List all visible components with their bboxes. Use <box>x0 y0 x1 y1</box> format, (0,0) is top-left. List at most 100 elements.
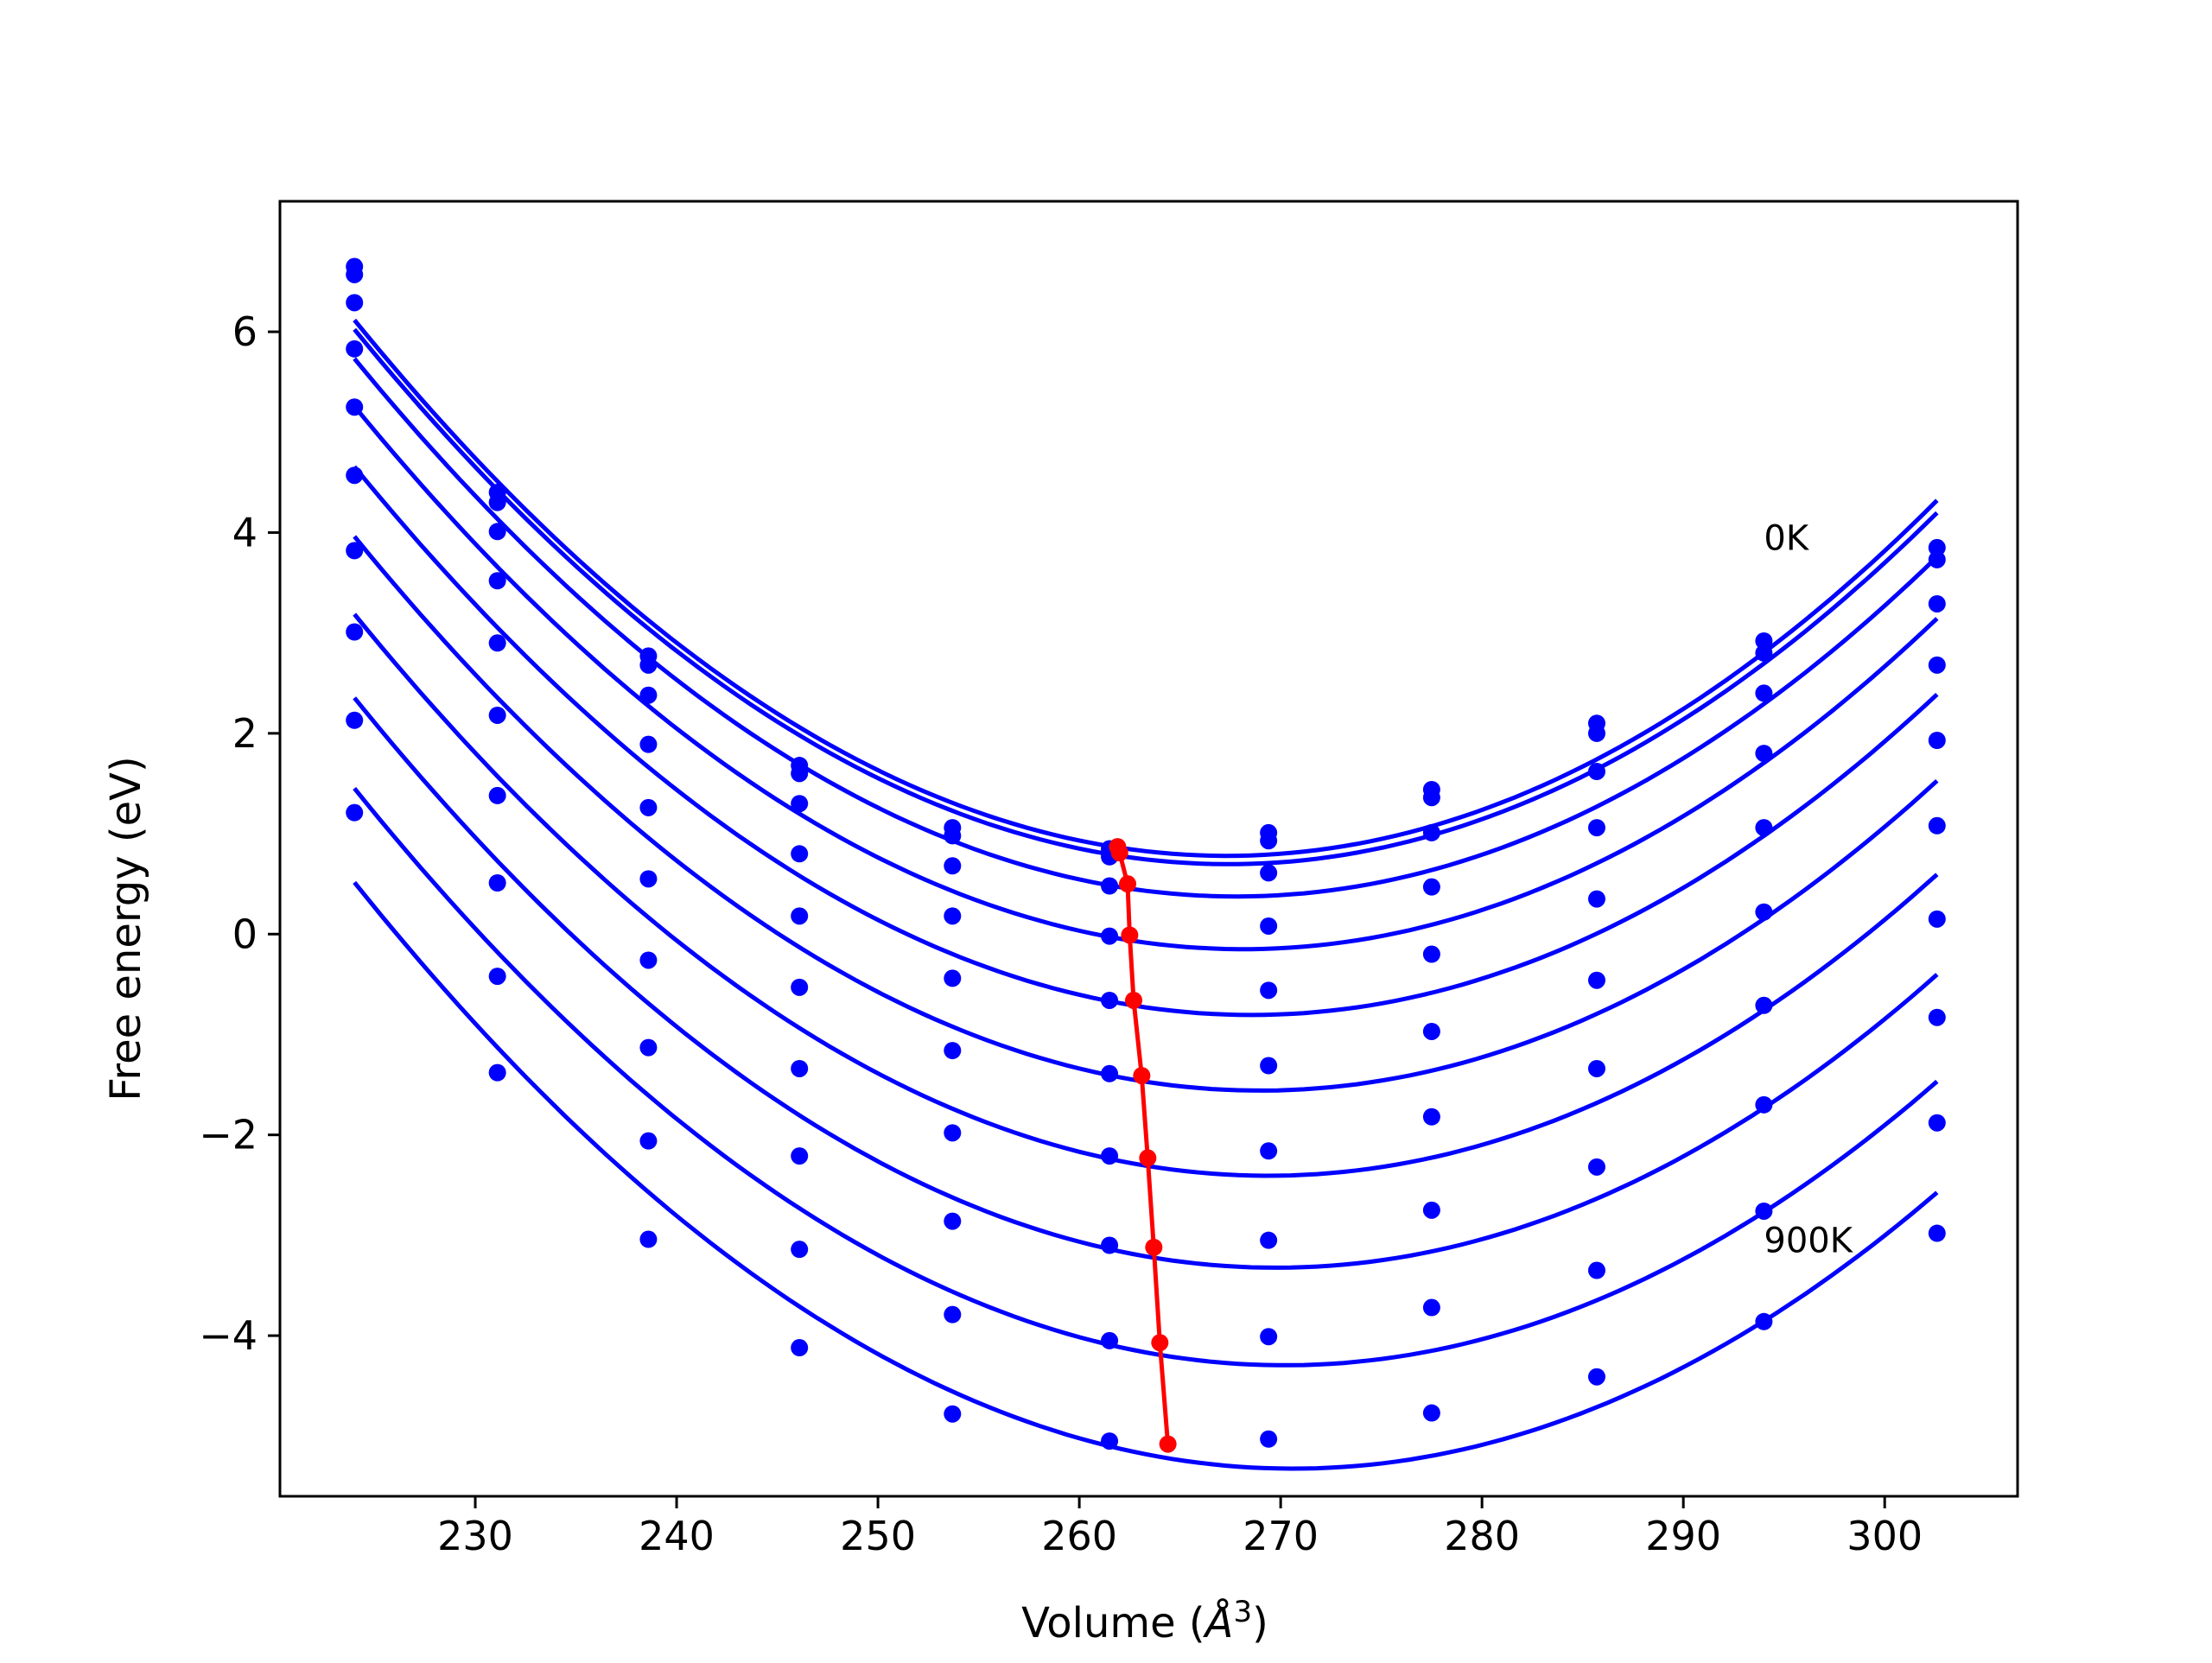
x-axis-label: Volume (Å3) <box>1021 1595 1268 1647</box>
data-point <box>791 907 809 925</box>
minimum-point <box>1121 926 1139 944</box>
data-point <box>1260 1430 1278 1448</box>
data-point <box>1755 1202 1773 1220</box>
minimum-point <box>1159 1435 1177 1453</box>
data-point <box>1260 832 1278 850</box>
data-point <box>639 1132 658 1150</box>
data-point <box>346 467 364 485</box>
data-point <box>1260 981 1278 1000</box>
data-point <box>639 735 658 753</box>
data-point <box>944 857 962 875</box>
data-point <box>944 1212 962 1230</box>
data-point <box>1587 1368 1605 1386</box>
data-point <box>346 803 364 822</box>
data-point <box>639 951 658 969</box>
data-point <box>1101 1331 1119 1349</box>
data-point <box>1587 971 1605 989</box>
data-point <box>639 656 658 674</box>
data-point <box>1422 1108 1440 1126</box>
data-point <box>944 1042 962 1060</box>
data-point <box>1755 1312 1773 1330</box>
data-point <box>1755 819 1773 837</box>
x-tick-label: 300 <box>1847 1513 1923 1559</box>
data-point <box>639 798 658 816</box>
data-point <box>346 398 364 416</box>
y-tick-label: 2 <box>232 710 257 757</box>
data-point <box>1422 1201 1440 1219</box>
data-point <box>488 874 506 892</box>
data-point <box>1587 1261 1605 1279</box>
data-point <box>1422 1404 1440 1422</box>
x-tick-label: 280 <box>1444 1513 1520 1559</box>
data-point <box>1260 1328 1278 1346</box>
data-point <box>1422 945 1440 963</box>
data-point <box>1260 1142 1278 1160</box>
data-point <box>791 795 809 813</box>
fit-curve-2 <box>353 327 1939 866</box>
minimum-point <box>1139 1149 1157 1167</box>
y-axis-ticks: −4 −2 0 2 4 6 <box>199 308 280 1359</box>
data-point <box>1928 732 1946 750</box>
data-point <box>1101 1432 1119 1450</box>
y-tick-label: 4 <box>232 509 257 555</box>
data-point <box>1422 1022 1440 1040</box>
data-point <box>791 765 809 783</box>
data-point <box>1928 594 1946 613</box>
minimum-point <box>1110 844 1128 862</box>
data-point <box>1755 903 1773 921</box>
data-point <box>1422 878 1440 896</box>
fit-curve-5 <box>353 465 1939 1018</box>
data-point <box>488 968 506 986</box>
minimum-point <box>1133 1067 1151 1085</box>
data-point <box>488 1063 506 1082</box>
data-point <box>488 706 506 724</box>
data-point <box>346 542 364 560</box>
data-point <box>944 907 962 925</box>
fit-curve-10 <box>353 880 1939 1471</box>
minimum-point <box>1151 1334 1169 1352</box>
data-point <box>1260 864 1278 882</box>
data-point <box>488 523 506 541</box>
y-tick-label: 6 <box>232 308 257 355</box>
minima-line <box>1116 846 1171 1444</box>
data-point <box>639 1038 658 1057</box>
data-point <box>346 265 364 283</box>
data-point <box>1101 991 1119 1009</box>
data-point <box>639 1230 658 1248</box>
plot-frame <box>278 200 2019 1498</box>
x-axis-ticks: 230 240 250 260 270 280 290 300 <box>437 1496 1923 1559</box>
data-point <box>791 1059 809 1077</box>
y-axis-label: Free energy (eV) <box>102 756 150 1101</box>
minimum-point <box>1119 875 1137 893</box>
data-point <box>1260 917 1278 935</box>
data-point <box>944 1305 962 1323</box>
data-point <box>1587 890 1605 908</box>
data-point <box>1928 550 1946 568</box>
data-point <box>1101 1147 1119 1165</box>
data-point <box>1422 1298 1440 1317</box>
data-point <box>1928 1114 1946 1132</box>
x-tick-label: 240 <box>639 1513 715 1559</box>
data-point <box>1755 632 1773 650</box>
data-point <box>639 686 658 704</box>
data-point <box>639 870 658 888</box>
data-point <box>791 1147 809 1165</box>
x-tick-label: 290 <box>1645 1513 1721 1559</box>
data-point <box>1101 927 1119 945</box>
data-point <box>346 711 364 729</box>
data-point <box>1260 1231 1278 1249</box>
data-point <box>944 969 962 987</box>
data-point <box>791 1241 809 1259</box>
fit-curve-1 <box>353 318 1939 859</box>
data-point <box>346 340 364 358</box>
x-axis-label-exponent: 3 <box>1233 1595 1252 1629</box>
data-point <box>488 493 506 511</box>
data-point <box>1928 656 1946 674</box>
data-point <box>1101 1236 1119 1254</box>
data-point <box>944 1405 962 1423</box>
data-point <box>1755 1095 1773 1114</box>
data-points-group <box>346 257 1946 1450</box>
x-tick-label: 270 <box>1243 1513 1319 1559</box>
